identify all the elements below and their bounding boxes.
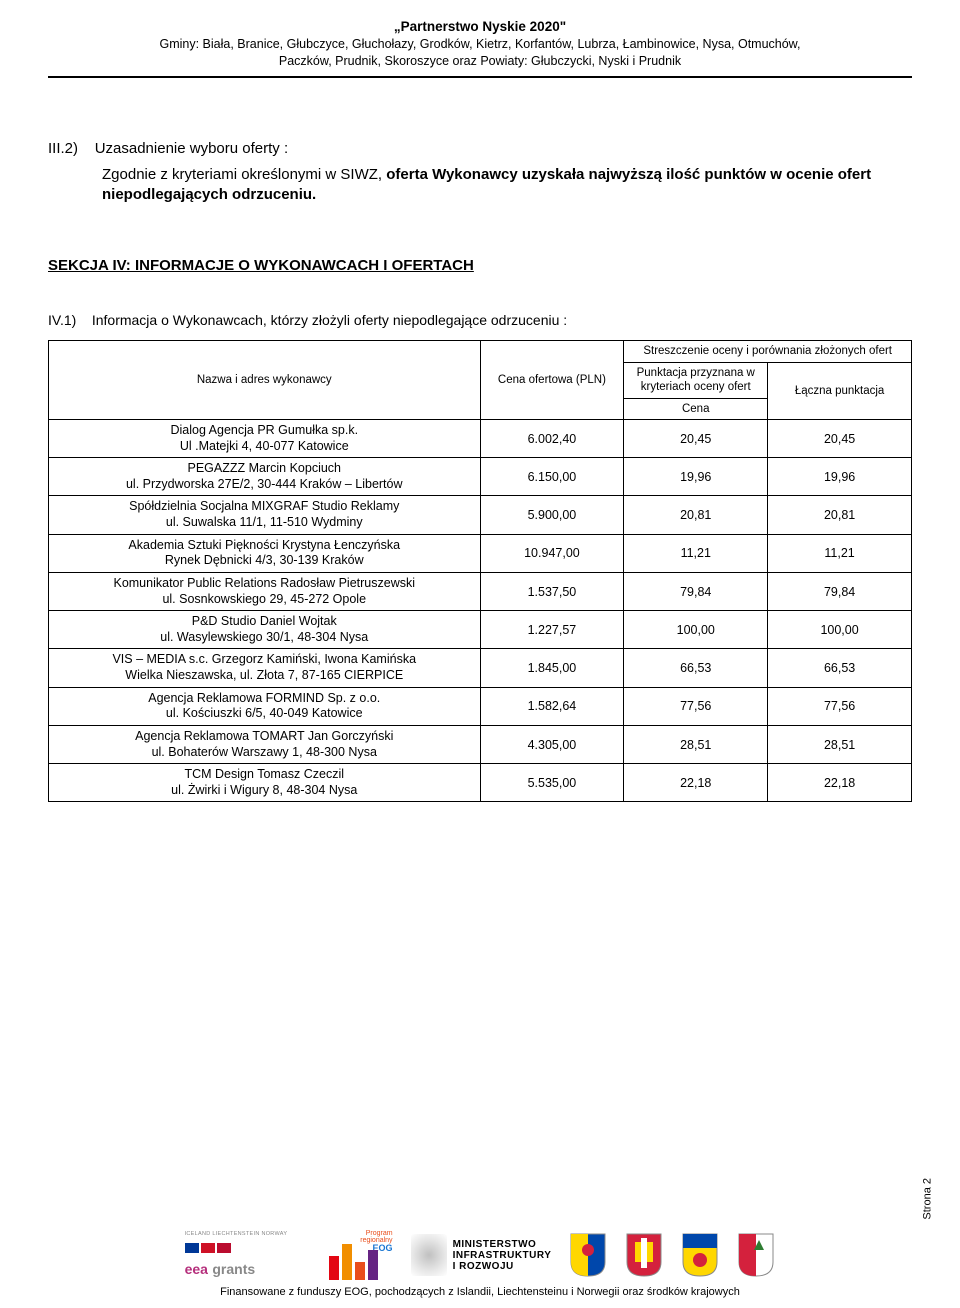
cell-name: Agencja Reklamowa TOMART Jan Gorczyńskiu…: [49, 725, 481, 763]
table-row: Dialog Agencja PR Gumułka sp.k.Ul .Matej…: [49, 419, 912, 457]
cell-points: 28,51: [624, 725, 768, 763]
section-iii2-num: III.2): [48, 140, 78, 157]
cell-points: 19,96: [624, 458, 768, 496]
cell-total: 79,84: [768, 572, 912, 610]
table-row: TCM Design Tomasz Czeczilul. Żwirki i Wi…: [49, 764, 912, 802]
min-l3: I ROZWOJU: [453, 1261, 552, 1272]
coat-of-arms-4: [737, 1232, 775, 1278]
section-iii2-body: Zgodnie z kryteriami określonymi w SIWZ,…: [102, 165, 912, 206]
cell-price: 1.537,50: [480, 572, 624, 610]
cell-name: Spółdzielnia Socjalna MIXGRAF Studio Rek…: [49, 496, 481, 534]
table-row: P&D Studio Daniel Wojtakul. Wasylewskieg…: [49, 611, 912, 649]
cell-price: 1.845,00: [480, 649, 624, 687]
cell-total: 100,00: [768, 611, 912, 649]
section-iv1-num: IV.1): [48, 312, 76, 328]
table-row: PEGAZZZ Marcin Kopciuchul. Przydworska 2…: [49, 458, 912, 496]
col-points-criteria-header: Punktacja przyznana w kryteriach oceny o…: [624, 362, 768, 398]
eea-top-text: ICELAND LIECHTENSTEIN NORWAY: [185, 1231, 288, 1237]
col-price-header: Cena ofertowa (PLN): [480, 341, 624, 420]
cell-points: 11,21: [624, 534, 768, 572]
footer-logos: ICELAND LIECHTENSTEIN NORWAY eea grants …: [48, 1230, 912, 1280]
document-footer: ICELAND LIECHTENSTEIN NORWAY eea grants …: [48, 1230, 912, 1298]
table-row: Akademia Sztuki Piękności Krystyna Łencz…: [49, 534, 912, 572]
cell-points: 100,00: [624, 611, 768, 649]
ministry-logo: MINISTERSTWO INFRASTRUKTURY I ROZWOJU: [411, 1234, 552, 1276]
cell-name: VIS – MEDIA s.c. Grzegorz Kamiński, Iwon…: [49, 649, 481, 687]
cell-name: P&D Studio Daniel Wojtakul. Wasylewskieg…: [49, 611, 481, 649]
cell-price: 5.900,00: [480, 496, 624, 534]
section-iv1: IV.1) Informacja o Wykonawcach, którzy z…: [48, 312, 912, 328]
cell-price: 5.535,00: [480, 764, 624, 802]
header-line3: Paczków, Prudnik, Skoroszyce oraz Powiat…: [48, 53, 912, 70]
cell-name: Agencja Reklamowa FORMIND Sp. z o.o.ul. …: [49, 687, 481, 725]
table-row: Komunikator Public Relations Radosław Pi…: [49, 572, 912, 610]
cell-points: 66,53: [624, 649, 768, 687]
col-cena-subheader: Cena: [624, 398, 768, 419]
coat-of-arms-2: [625, 1232, 663, 1278]
section-iii2-label: Uzasadnienie wyboru oferty :: [95, 140, 288, 157]
page-number: Strona 2: [922, 1178, 934, 1220]
cell-points: 20,45: [624, 419, 768, 457]
eea-grants-logo: ICELAND LIECHTENSTEIN NORWAY eea grants: [185, 1230, 305, 1280]
cell-price: 10.947,00: [480, 534, 624, 572]
offers-table: Nazwa i adres wykonawcy Cena ofertowa (P…: [48, 340, 912, 802]
cell-total: 77,56: [768, 687, 912, 725]
cell-points: 77,56: [624, 687, 768, 725]
cell-total: 22,18: [768, 764, 912, 802]
coat-of-arms-1: [569, 1232, 607, 1278]
cell-name: Dialog Agencja PR Gumułka sp.k.Ul .Matej…: [49, 419, 481, 457]
cell-total: 20,81: [768, 496, 912, 534]
cell-price: 1.227,57: [480, 611, 624, 649]
city-l1: Program: [360, 1230, 392, 1237]
cell-price: 4.305,00: [480, 725, 624, 763]
cell-price: 6.150,00: [480, 458, 624, 496]
document-header: „Partnerstwo Nyskie 2020" Gminy: Biała, …: [48, 18, 912, 78]
cell-points: 22,18: [624, 764, 768, 802]
cell-name: Akademia Sztuki Piękności Krystyna Łencz…: [49, 534, 481, 572]
cell-total: 28,51: [768, 725, 912, 763]
section-iii2-prefix: Zgodnie z kryteriami określonymi w SIWZ,: [102, 166, 386, 183]
polish-emblem-icon: [411, 1234, 447, 1276]
min-l1: MINISTERSTWO: [453, 1239, 552, 1250]
col-summary-header: Streszczenie oceny i porównania złożonyc…: [624, 341, 912, 362]
cell-name: PEGAZZZ Marcin Kopciuchul. Przydworska 2…: [49, 458, 481, 496]
col-total-points-header: Łączna punktacja: [768, 362, 912, 419]
eea-main-text: eea: [185, 1261, 208, 1277]
coat-of-arms-3: [681, 1232, 719, 1278]
cell-name: Komunikator Public Relations Radosław Pi…: [49, 572, 481, 610]
cell-points: 79,84: [624, 572, 768, 610]
program-regionalny-logo: Program regionalny EOG: [323, 1230, 393, 1280]
cell-total: 20,45: [768, 419, 912, 457]
table-row: Agencja Reklamowa TOMART Jan Gorczyńskiu…: [49, 725, 912, 763]
funding-text: Finansowane z funduszy EOG, pochodzących…: [48, 1286, 912, 1298]
table-row: Agencja Reklamowa FORMIND Sp. z o.o.ul. …: [49, 687, 912, 725]
section-iii2: III.2) Uzasadnienie wyboru oferty :: [48, 140, 912, 157]
eea-flags-icon: [185, 1243, 231, 1253]
cell-price: 6.002,40: [480, 419, 624, 457]
cell-total: 66,53: [768, 649, 912, 687]
city-bars-icon: [329, 1244, 378, 1280]
section-iv1-label: Informacja o Wykonawcach, którzy złożyli…: [92, 312, 567, 328]
min-l2: INFRASTRUKTURY: [453, 1250, 552, 1261]
cell-total: 11,21: [768, 534, 912, 572]
table-row: VIS – MEDIA s.c. Grzegorz Kamiński, Iwon…: [49, 649, 912, 687]
cell-price: 1.582,64: [480, 687, 624, 725]
eea-sub-text: grants: [212, 1261, 255, 1277]
cell-name: TCM Design Tomasz Czeczilul. Żwirki i Wi…: [49, 764, 481, 802]
header-line2: Gminy: Biała, Branice, Głubczyce, Głucho…: [48, 36, 912, 53]
cell-points: 20,81: [624, 496, 768, 534]
col-name-header: Nazwa i adres wykonawcy: [49, 341, 481, 420]
header-title: „Partnerstwo Nyskie 2020": [48, 18, 912, 36]
table-row: Spółdzielnia Socjalna MIXGRAF Studio Rek…: [49, 496, 912, 534]
cell-total: 19,96: [768, 458, 912, 496]
section-iv-heading: SEKCJA IV: INFORMACJE O WYKONAWCACH I OF…: [48, 257, 912, 274]
